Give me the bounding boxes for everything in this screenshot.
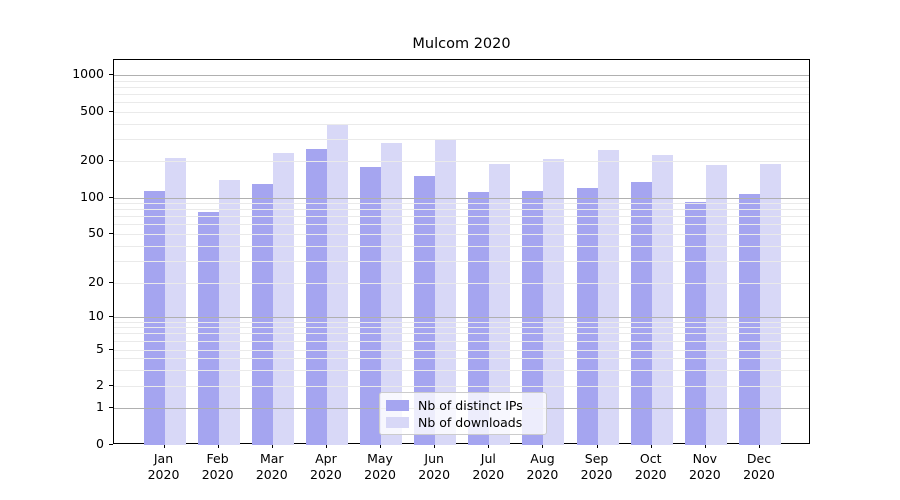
x-tick-label-nov: Nov 2020 [688, 451, 721, 482]
x-tick-mark [542, 444, 544, 448]
bar-ips-jul [468, 191, 490, 445]
x-tick-mark [325, 444, 327, 448]
minor-gridline-900 [114, 80, 809, 82]
y-tick-label-100: 100 [80, 188, 104, 204]
x-tick-label-aug: Aug 2020 [526, 451, 559, 482]
plot-area [113, 59, 810, 445]
x-tick-label-may: May 2020 [364, 451, 396, 482]
x-tick-mark [271, 444, 273, 448]
y-tick-mark [109, 233, 113, 234]
y-tick-label-500: 500 [80, 103, 104, 118]
bar-downloads-aug [543, 158, 565, 445]
bar-ips-sep [576, 187, 598, 445]
legend-label: Nb of distinct IPs [418, 398, 523, 413]
x-tick-mark [217, 444, 219, 448]
x-tick-label-sep: Sep 2020 [580, 451, 613, 482]
y-tick-mark [109, 406, 113, 408]
y-tick-label-5: 5 [96, 340, 104, 356]
y-tick-label-1000: 1000 [72, 66, 104, 81]
bar-ips-aug [522, 190, 544, 445]
minor-gridline-500 [114, 112, 809, 113]
bar-downloads-nov [705, 165, 727, 445]
y-tick-label-0: 0 [96, 436, 104, 451]
legend-swatch-icon [386, 417, 409, 428]
y-tick-label-10: 10 [88, 307, 104, 323]
y-tick-mark [109, 196, 113, 198]
x-tick-mark [488, 444, 490, 448]
x-tick-mark [434, 444, 436, 448]
bar-ips-feb [197, 211, 219, 445]
x-tick-mark [380, 444, 382, 448]
minor-gridline-800 [114, 86, 809, 88]
y-tick-mark [109, 160, 113, 161]
bar-ips-jun [414, 175, 436, 445]
bar-downloads-may [381, 143, 403, 445]
x-tick-mark [758, 444, 760, 448]
bar-ips-apr [305, 149, 327, 445]
y-tick-mark [109, 385, 113, 386]
bar-downloads-apr [326, 124, 348, 445]
bar-downloads-mar [272, 152, 294, 445]
x-tick-label-feb: Feb 2020 [201, 451, 234, 482]
chart-title: Mulcom 2020 [412, 36, 511, 52]
y-tick-mark [109, 444, 113, 445]
y-tick-label-2: 2 [96, 377, 104, 392]
y-tick-label-200: 200 [80, 152, 104, 167]
bar-ips-may [360, 166, 382, 445]
y-tick-mark [109, 282, 113, 283]
y-tick-mark [109, 111, 113, 112]
y-tick-label-50: 50 [88, 225, 104, 240]
bar-downloads-oct [651, 155, 673, 445]
bar-ips-jan [143, 191, 165, 445]
minor-gridline-700 [114, 94, 809, 96]
bar-ips-nov [684, 201, 706, 445]
minor-gridline-600 [114, 102, 809, 104]
legend-entry-downloads: Nb of downloads [386, 415, 538, 430]
x-tick-label-jan: Jan 2020 [147, 451, 180, 482]
legend-entry-distinct-ips: Nb of distinct IPs [386, 398, 538, 413]
minor-gridline-400 [114, 123, 809, 125]
y-tick-mark [109, 74, 113, 75]
y-tick-mark [109, 348, 113, 350]
y-tick-mark [109, 315, 113, 317]
bar-downloads-dec [759, 163, 781, 445]
bar-ips-mar [251, 183, 273, 445]
legend-swatch-icon [386, 400, 409, 411]
bar-ips-oct [630, 181, 652, 445]
x-tick-mark [163, 444, 165, 448]
x-tick-label-mar: Mar 2020 [255, 451, 288, 482]
x-tick-mark [704, 444, 706, 448]
minor-gridline-200 [114, 161, 809, 162]
legend-label: Nb of downloads [418, 415, 523, 430]
bar-downloads-feb [218, 179, 240, 445]
bar-downloads-jan [164, 157, 186, 445]
minor-gridline-300 [114, 139, 809, 141]
x-tick-mark [596, 444, 598, 448]
x-tick-mark [650, 444, 652, 448]
x-tick-label-apr: Apr 2020 [310, 451, 342, 482]
bar-ips-dec [738, 193, 760, 445]
x-tick-label-jul: Jul 2020 [472, 451, 505, 482]
legend: Nb of distinct IPs Nb of downloads [379, 392, 547, 435]
x-tick-label-dec: Dec 2020 [743, 451, 775, 482]
x-tick-label-oct: Oct 2020 [634, 451, 667, 482]
y-tick-label-20: 20 [88, 274, 104, 289]
major-gridline-1000 [114, 75, 809, 76]
bar-downloads-jun [435, 140, 457, 445]
y-tick-label-1: 1 [96, 398, 104, 414]
bar-downloads-sep [597, 149, 619, 445]
x-tick-label-jun: Jun 2020 [418, 451, 451, 482]
